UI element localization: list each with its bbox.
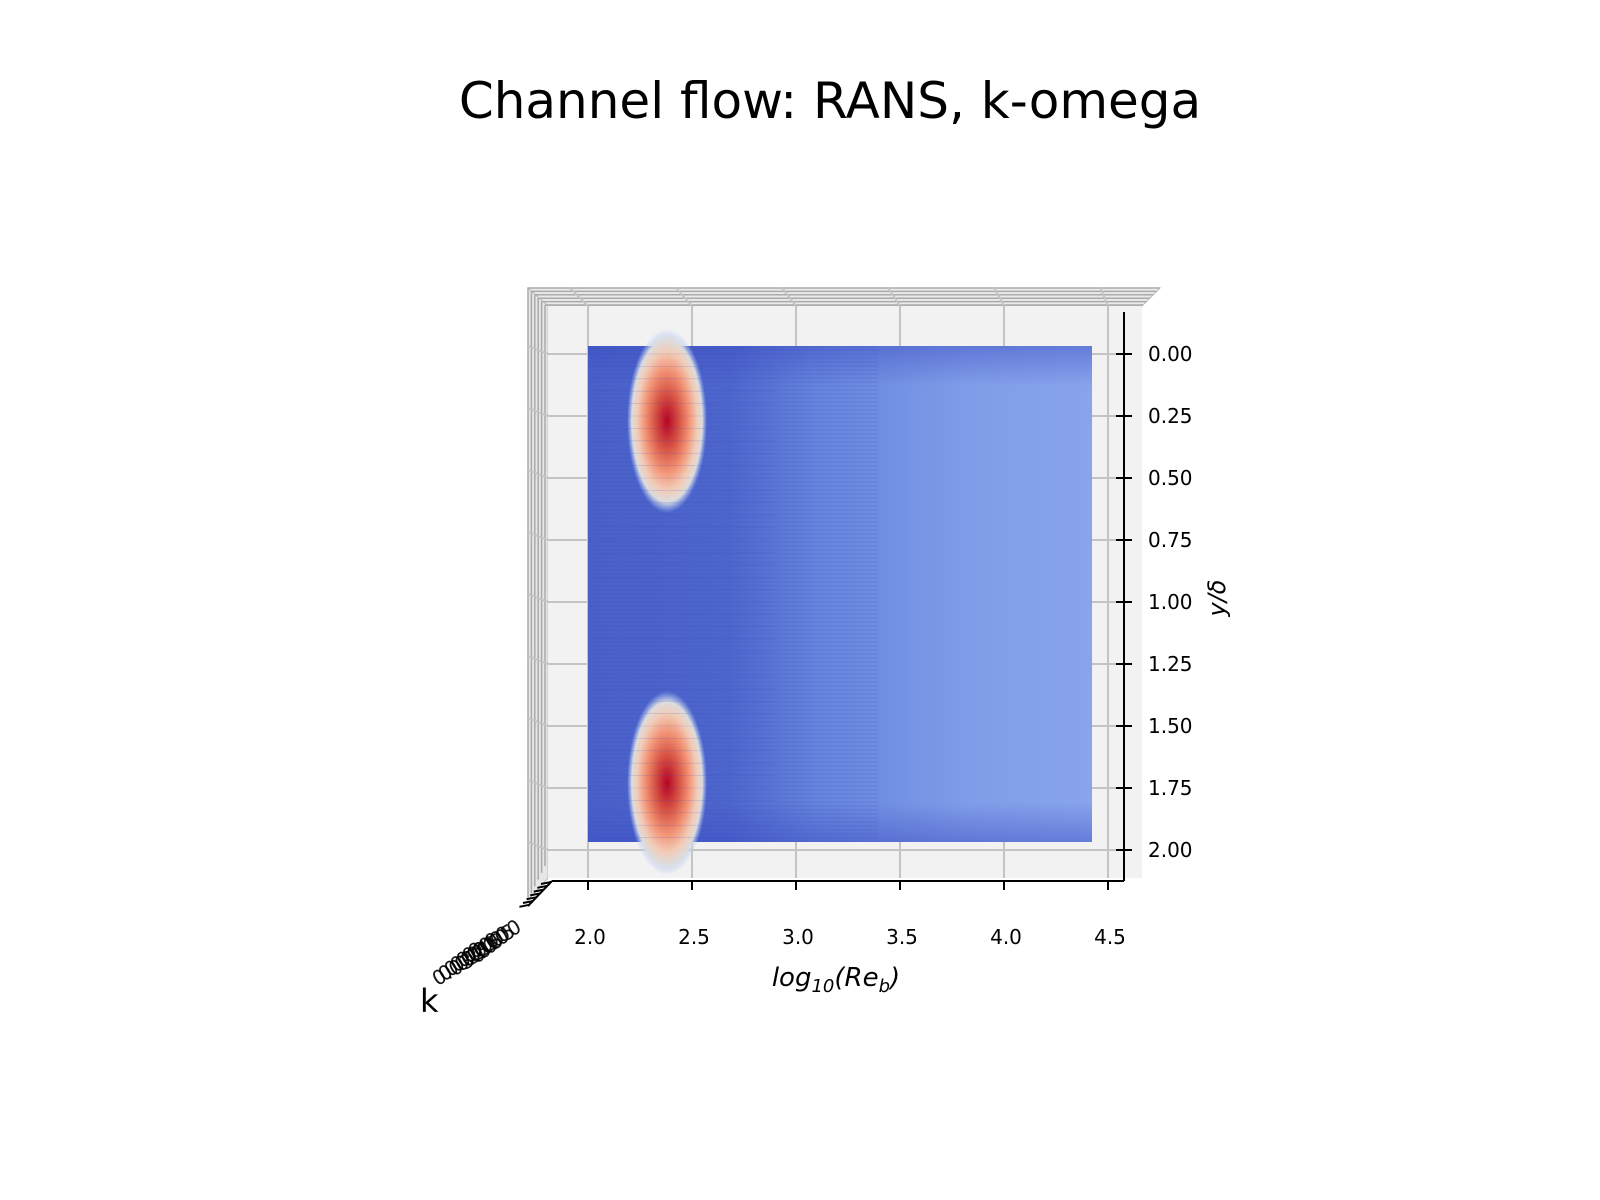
y-tick-label: 2.00	[1148, 838, 1193, 862]
z-tick	[526, 896, 537, 901]
z-tick	[522, 900, 534, 904]
y-tick-label: 0.00	[1148, 342, 1193, 366]
surface-peak-2	[627, 691, 708, 876]
y-tick-label: 1.75	[1148, 776, 1193, 800]
x-tick-label: 4.5	[1094, 925, 1126, 949]
z-tick	[540, 881, 552, 885]
surface	[588, 328, 1092, 876]
y-tick-label: 1.50	[1148, 714, 1193, 738]
z-tick	[530, 892, 541, 897]
z-axis-label: k	[420, 982, 439, 1020]
x-tick-label: 2.0	[574, 925, 606, 949]
y-axis-label: y/δ	[1203, 580, 1231, 618]
surface-peak-1	[627, 328, 708, 513]
y-tick-label: 0.75	[1148, 528, 1193, 552]
x-axis: 2.0 2.5 3.0 3.5 4.0 4.5	[574, 881, 1126, 949]
axis-lines	[552, 312, 1125, 882]
chart-title: Channel flow: RANS, k-omega	[458, 72, 1202, 130]
z-tick	[533, 888, 544, 893]
y-tick-label: 1.00	[1148, 590, 1193, 614]
x-tick-label: 4.0	[990, 925, 1022, 949]
y-tick-label: 0.50	[1148, 466, 1193, 490]
z-tick	[519, 903, 530, 908]
x-axis-label: log10(Reb)	[772, 963, 900, 997]
x-tick-label: 3.0	[782, 925, 814, 949]
x-tick-label: 3.5	[886, 925, 918, 949]
y-axis: 0.00 0.25 0.50 0.75 1.00 1.25 1.50 1.75 2.00	[1116, 342, 1193, 862]
z-tick	[537, 884, 548, 889]
x-tick-label: 2.5	[678, 925, 710, 949]
y-tick-label: 0.25	[1148, 404, 1193, 428]
y-tick-label: 1.25	[1148, 652, 1193, 676]
